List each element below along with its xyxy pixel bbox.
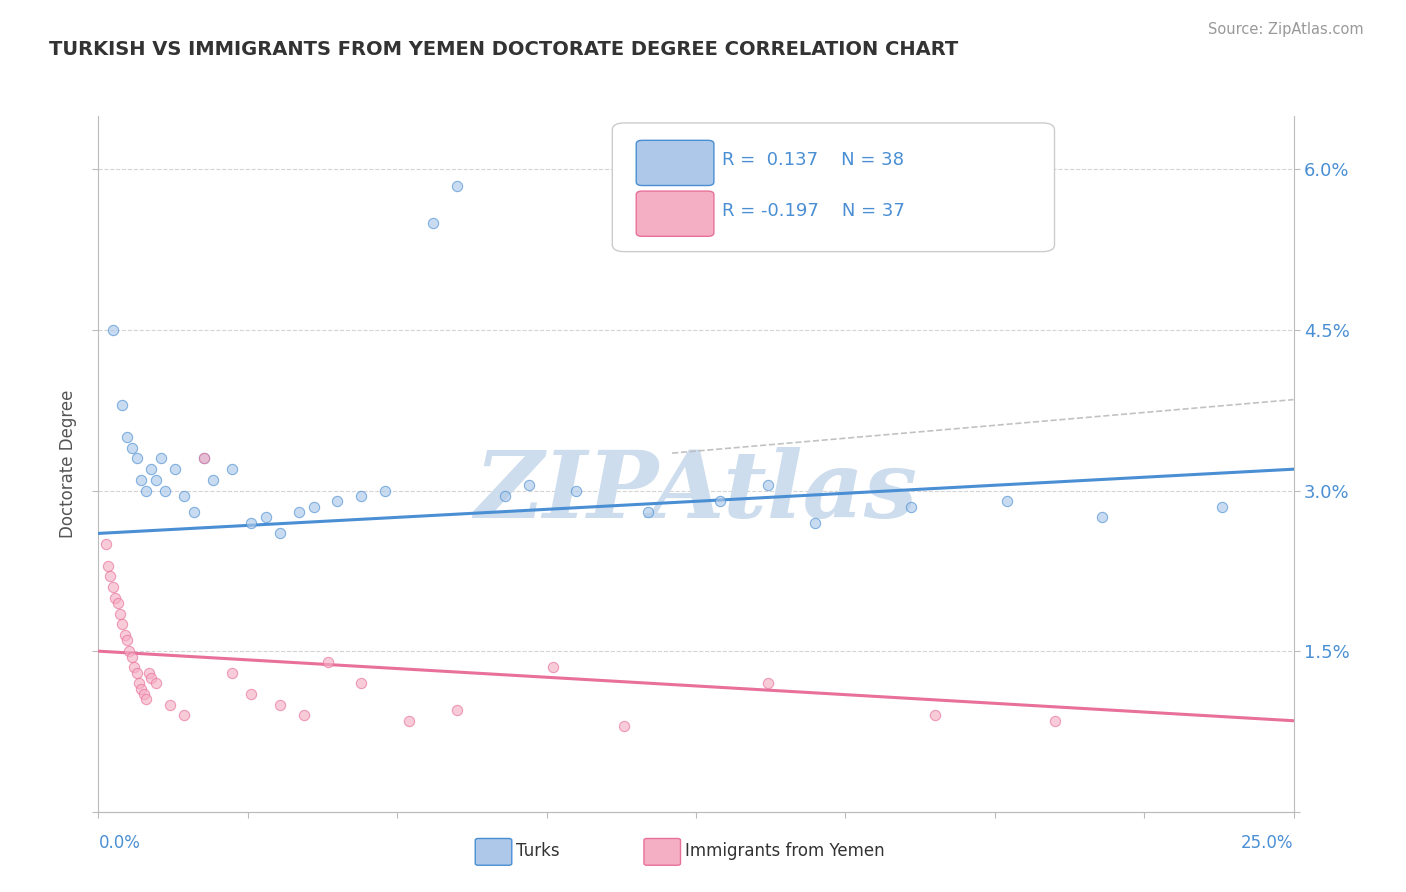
Point: [183, 505, 205, 519]
Point: [1091, 510, 1114, 524]
Point: [269, 526, 291, 541]
Point: [565, 483, 588, 498]
Point: [124, 660, 146, 674]
Point: [138, 665, 160, 680]
Point: [350, 489, 373, 503]
Point: [145, 473, 167, 487]
Point: [637, 505, 659, 519]
Point: [1211, 500, 1233, 514]
FancyBboxPatch shape: [613, 123, 1054, 252]
Text: Source: ZipAtlas.com: Source: ZipAtlas.com: [1208, 22, 1364, 37]
Point: [374, 483, 396, 498]
Point: [292, 708, 315, 723]
Point: [494, 489, 516, 503]
Point: [269, 698, 291, 712]
Point: [709, 494, 731, 508]
FancyBboxPatch shape: [637, 191, 714, 236]
Point: [446, 178, 468, 193]
Point: [135, 483, 157, 498]
Point: [541, 660, 564, 674]
Point: [118, 644, 141, 658]
Point: [131, 681, 153, 696]
Point: [326, 494, 349, 508]
Point: [139, 462, 162, 476]
Text: 25.0%: 25.0%: [1241, 834, 1294, 852]
Point: [101, 580, 124, 594]
Text: R =  0.137    N = 38: R = 0.137 N = 38: [723, 152, 904, 169]
Point: [115, 430, 138, 444]
Point: [288, 505, 311, 519]
Point: [173, 489, 195, 503]
Point: [149, 451, 172, 466]
Y-axis label: Doctorate Degree: Doctorate Degree: [59, 390, 77, 538]
Point: [104, 591, 127, 605]
Point: [135, 692, 157, 706]
Point: [131, 473, 153, 487]
Point: [121, 649, 143, 664]
Point: [163, 462, 186, 476]
Text: TURKISH VS IMMIGRANTS FROM YEMEN DOCTORATE DEGREE CORRELATION CHART: TURKISH VS IMMIGRANTS FROM YEMEN DOCTORA…: [49, 40, 959, 59]
Point: [111, 398, 134, 412]
Point: [316, 655, 339, 669]
Point: [193, 451, 215, 466]
Point: [900, 500, 922, 514]
Point: [121, 441, 143, 455]
Point: [97, 558, 120, 573]
Point: [350, 676, 373, 690]
Point: [756, 676, 779, 690]
Point: [108, 607, 131, 621]
Point: [221, 462, 243, 476]
Point: [111, 617, 134, 632]
Point: [240, 516, 263, 530]
Point: [98, 569, 122, 583]
Point: [422, 216, 444, 230]
Point: [221, 665, 243, 680]
Point: [756, 478, 779, 492]
Point: [302, 500, 325, 514]
Point: [128, 676, 150, 690]
Text: ZIPAtlas: ZIPAtlas: [474, 447, 918, 537]
Point: [173, 708, 195, 723]
Point: [517, 478, 540, 492]
Point: [995, 494, 1018, 508]
Point: [94, 537, 117, 551]
Point: [132, 687, 155, 701]
Point: [804, 516, 827, 530]
Text: 0.0%: 0.0%: [98, 834, 141, 852]
Point: [240, 687, 263, 701]
Point: [145, 676, 167, 690]
Point: [202, 473, 225, 487]
Point: [924, 708, 946, 723]
Point: [398, 714, 420, 728]
Point: [155, 483, 177, 498]
FancyBboxPatch shape: [637, 140, 714, 186]
Point: [125, 665, 148, 680]
Text: R = -0.197    N = 37: R = -0.197 N = 37: [723, 202, 905, 220]
Point: [125, 451, 148, 466]
Point: [115, 633, 138, 648]
Point: [101, 323, 124, 337]
Point: [446, 703, 468, 717]
Point: [107, 596, 129, 610]
Point: [613, 719, 636, 733]
Point: [254, 510, 277, 524]
Point: [1043, 714, 1066, 728]
Text: Immigrants from Yemen: Immigrants from Yemen: [685, 842, 884, 860]
Point: [193, 451, 215, 466]
Point: [114, 628, 136, 642]
Point: [139, 671, 162, 685]
Text: Turks: Turks: [516, 842, 560, 860]
Point: [159, 698, 181, 712]
